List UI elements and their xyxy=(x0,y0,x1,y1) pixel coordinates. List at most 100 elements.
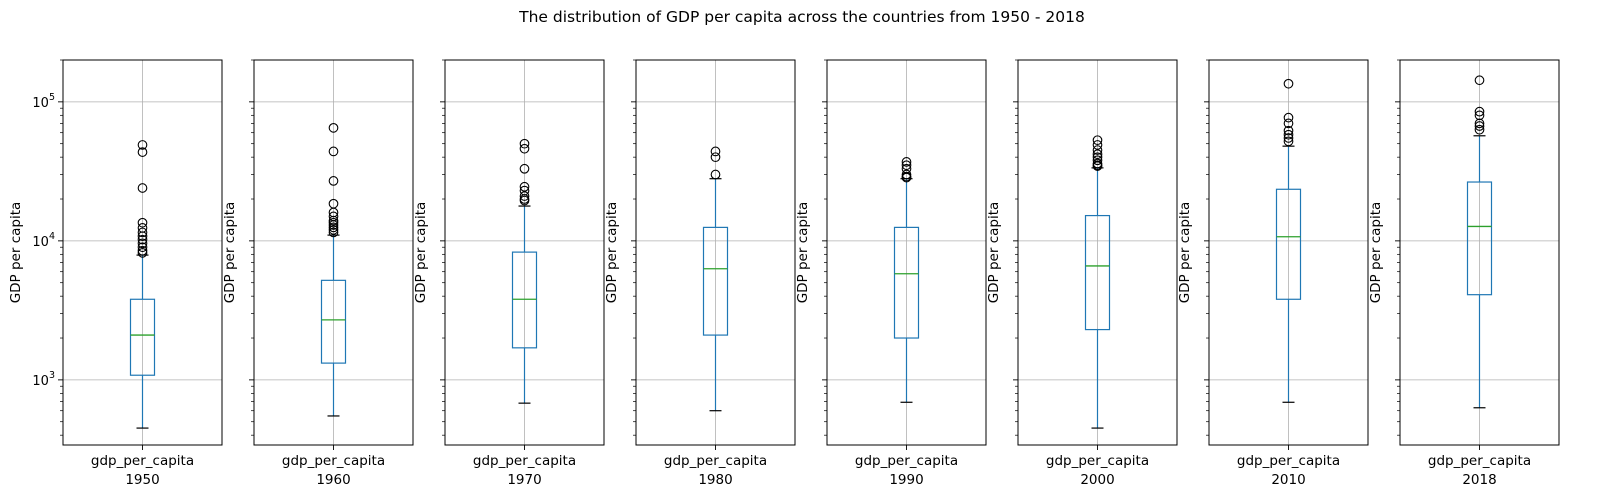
x-axis-year-label: 1950 xyxy=(125,472,159,488)
chart-title: The distribution of GDP per capita acros… xyxy=(518,8,1085,26)
x-axis-year-label: 2000 xyxy=(1080,472,1114,488)
y-tick-label-base: 10 xyxy=(32,96,49,111)
outlier-point xyxy=(710,152,721,163)
iqr-box xyxy=(129,298,156,376)
panel-1990: GDP per capita gdp_per_capita 1990 xyxy=(795,59,987,488)
outlier-point xyxy=(1474,75,1485,86)
outlier-point xyxy=(1283,118,1294,129)
iqr-box xyxy=(1275,188,1302,300)
x-axis-year-label: 1980 xyxy=(698,472,732,488)
outlier-point xyxy=(328,217,339,228)
outlier-point xyxy=(137,231,148,242)
panel-frame xyxy=(1017,59,1178,446)
outlier-point xyxy=(901,172,912,183)
outlier-point xyxy=(519,181,530,192)
outlier-point xyxy=(1283,133,1294,143)
outlier-point xyxy=(519,143,530,154)
iqr-box xyxy=(320,279,347,364)
outlier-point xyxy=(1092,140,1103,150)
y-tick-label: 105 xyxy=(32,92,55,111)
outlier-point xyxy=(137,140,148,150)
y-axis-label: GDP per capita xyxy=(222,202,238,304)
outlier-point xyxy=(328,176,339,186)
panel-frame xyxy=(253,59,414,446)
outlier-point xyxy=(1474,106,1485,117)
iqr-box xyxy=(893,226,920,339)
outlier-point xyxy=(1092,145,1103,155)
outlier-point xyxy=(901,157,912,167)
x-tick-label: gdp_per_capita xyxy=(282,453,385,469)
outlier-point xyxy=(1092,161,1103,171)
outlier-point xyxy=(1092,155,1103,166)
outlier-point xyxy=(519,163,530,174)
x-tick-label: gdp_per_capita xyxy=(1046,453,1149,469)
outlier-point xyxy=(137,183,148,193)
y-tick-label-exponent: 5 xyxy=(49,92,55,103)
x-tick-label: gdp_per_capita xyxy=(91,453,194,469)
x-tick-label: gdp_per_capita xyxy=(855,453,958,469)
outlier-point xyxy=(1092,135,1103,146)
y-axis-label: GDP per capita xyxy=(1368,202,1384,304)
outlier-point xyxy=(1092,149,1103,160)
outlier-point xyxy=(137,147,148,157)
y-axis-label: GDP per capita xyxy=(986,202,1002,304)
x-axis-year-label: 1970 xyxy=(507,472,541,488)
outlier-point xyxy=(137,217,148,228)
panel-frame xyxy=(826,59,987,446)
x-axis-year-label: 1990 xyxy=(889,472,923,488)
outlier-point xyxy=(1283,129,1294,140)
x-tick-label: gdp_per_capita xyxy=(1428,453,1531,469)
y-axis-label: GDP per capita xyxy=(604,202,620,304)
x-tick-label: gdp_per_capita xyxy=(1237,453,1340,469)
outlier-point xyxy=(328,146,339,157)
y-axis-label: GDP per capita xyxy=(8,202,24,304)
x-axis-year-label: 1960 xyxy=(316,472,350,488)
outlier-point xyxy=(710,146,721,157)
outlier-point xyxy=(1283,125,1294,136)
outlier-point xyxy=(1474,118,1485,129)
outlier-point xyxy=(519,195,530,206)
outlier-point xyxy=(1283,112,1294,123)
y-tick-label: 103 xyxy=(32,370,55,389)
x-tick-label: gdp_per_capita xyxy=(473,453,576,469)
panel-frame xyxy=(635,59,796,446)
outlier-point xyxy=(1283,136,1294,147)
outlier-point xyxy=(328,220,339,230)
y-tick-label-exponent: 4 xyxy=(49,231,55,242)
outlier-point xyxy=(901,160,912,171)
iqr-box xyxy=(1466,181,1493,296)
outlier-point xyxy=(1283,78,1294,89)
outlier-point xyxy=(137,227,148,238)
y-axis-label: GDP per capita xyxy=(795,202,811,304)
y-tick-label-exponent: 3 xyxy=(49,370,55,381)
panel-frame xyxy=(1208,59,1369,446)
y-axis-label: GDP per capita xyxy=(1177,202,1193,304)
panel-2000: GDP per capita gdp_per_capita 2000 xyxy=(986,59,1178,488)
panel-frame xyxy=(62,59,223,446)
outlier-point xyxy=(519,138,530,149)
x-axis-year-label: 2010 xyxy=(1271,472,1305,488)
iqr-box xyxy=(1084,214,1111,331)
y-axis-label: GDP per capita xyxy=(413,202,429,304)
iqr-box xyxy=(511,251,538,349)
outlier-point xyxy=(710,169,721,180)
outlier-point xyxy=(328,227,339,238)
outlier-point xyxy=(1474,124,1485,135)
outlier-point xyxy=(137,242,148,253)
outlier-point xyxy=(328,225,339,235)
panel-2018: GDP per capita gdp_per_capita 2018 xyxy=(1368,59,1560,488)
y-tick-label-base: 10 xyxy=(32,374,49,389)
x-axis-year-label: 2018 xyxy=(1462,472,1496,488)
outlier-point xyxy=(137,238,148,249)
panel-1970: GDP per capita gdp_per_capita 1970 xyxy=(413,59,605,488)
outlier-point xyxy=(328,222,339,233)
panel-1980: GDP per capita gdp_per_capita 1980 xyxy=(604,59,796,488)
outlier-point xyxy=(137,247,148,258)
outlier-point xyxy=(1474,121,1485,131)
panel-1960: GDP per capita gdp_per_capita 1960 xyxy=(222,59,414,488)
y-tick-label-base: 10 xyxy=(32,235,49,250)
